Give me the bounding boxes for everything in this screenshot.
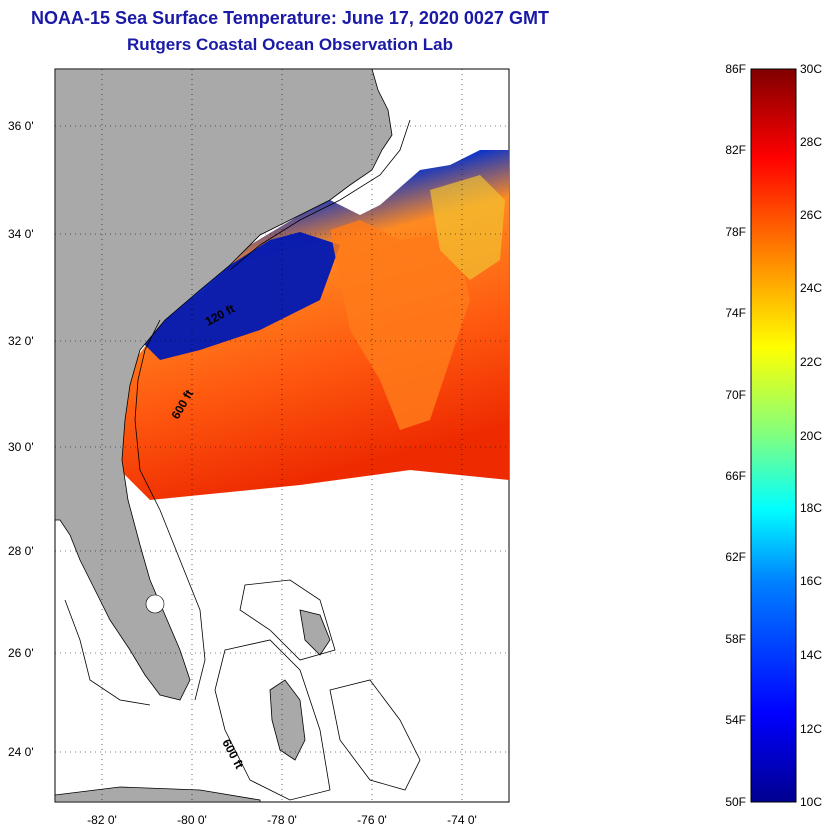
map-subtitle: Rutgers Coastal Ocean Observation Lab (127, 35, 453, 54)
colorbar-c-label: 20C (800, 429, 822, 443)
colorbar-f-label: 82F (725, 143, 746, 157)
colorbar-c-label: 16C (800, 574, 822, 588)
land-bahamas-andros (269, 679, 306, 761)
colorbar-f-label: 66F (725, 469, 746, 483)
lat-label: 26 0' (8, 646, 34, 660)
bahama-bank-outline (239, 579, 336, 661)
lon-label: -80 0' (177, 813, 207, 827)
lon-label: -78 0' (267, 813, 297, 827)
colorbar-f-label: 54F (725, 713, 746, 727)
colorbar-c-label: 14C (800, 648, 822, 662)
isobath-contour-north (229, 119, 411, 271)
colorbar-f-label: 58F (725, 632, 746, 646)
colorbar-f-label: 74F (725, 306, 746, 320)
land-cuba (55, 786, 261, 802)
colorbar-f-label: 50F (725, 795, 746, 809)
lat-label: 28 0' (8, 544, 34, 558)
colorbar-celsius-labels: 30C 28C 26C 24C 22C 20C 18C 16C 14C 12C … (800, 62, 822, 809)
isobath-contour (134, 319, 206, 701)
colorbar-c-label: 10C (800, 795, 822, 809)
land-bahamas-abaco (299, 609, 331, 656)
lon-label: -76 0' (357, 813, 387, 827)
isobath-contour-gulf (64, 599, 151, 706)
colorbar (750, 68, 797, 803)
lat-label: 32 0' (8, 334, 34, 348)
colorbar-c-label: 30C (800, 62, 822, 76)
colorbar-c-label: 18C (800, 501, 822, 515)
great-bahama-bank-outline (214, 639, 331, 801)
colorbar-f-label: 70F (725, 388, 746, 402)
colorbar-c-label: 28C (800, 135, 822, 149)
map-title: NOAA-15 Sea Surface Temperature: June 17… (31, 8, 549, 28)
colorbar-f-label: 62F (725, 550, 746, 564)
lat-label: 30 0' (8, 440, 34, 454)
exuma-bank-outline (329, 679, 421, 791)
colorbar-c-label: 22C (800, 355, 822, 369)
colorbar-c-label: 26C (800, 208, 822, 222)
colorbar-c-label: 12C (800, 722, 822, 736)
longitude-labels: -82 0' -80 0' -78 0' -76 0' -74 0' (87, 813, 477, 827)
warm-water-patch (330, 220, 470, 430)
colorbar-c-label: 24C (800, 281, 822, 295)
lat-label: 24 0' (8, 745, 34, 759)
colorbar-f-label: 86F (725, 62, 746, 76)
colorbar-fahrenheit-labels: 86F 82F 78F 74F 70F 66F 62F 58F 54F 50F (725, 62, 746, 809)
land-mainland (55, 69, 393, 701)
graticule (55, 69, 509, 802)
cloud-edge-patch (430, 175, 505, 280)
colorbar-f-label: 78F (725, 225, 746, 239)
cold-water-patch (140, 232, 340, 360)
lat-label: 36 0' (8, 119, 34, 133)
latitude-labels: 36 0' 34 0' 32 0' 30 0' 28 0' 26 0' 24 0… (8, 119, 34, 759)
lon-label: -74 0' (447, 813, 477, 827)
lake-okeechobee (145, 594, 165, 614)
lat-label: 34 0' (8, 227, 34, 241)
lon-label: -82 0' (87, 813, 117, 827)
